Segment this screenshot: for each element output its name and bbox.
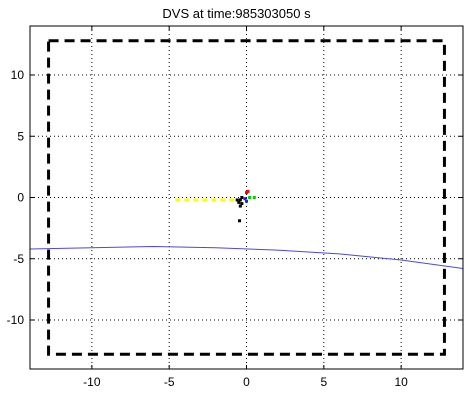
data-point [240, 196, 244, 199]
data-point [252, 196, 256, 199]
data-point [235, 198, 239, 202]
x-tick-label: 10 [394, 375, 408, 389]
x-tick-label: 5 [320, 375, 327, 389]
boundary-rectangle [47, 39, 446, 356]
data-point [238, 198, 242, 202]
x-tick-label: -5 [164, 375, 175, 389]
chart-title: DVS at time:985303050 s [162, 6, 311, 21]
y-tick-label: 5 [17, 129, 24, 143]
data-point [245, 191, 248, 195]
data-point [238, 204, 242, 208]
data-point [243, 197, 247, 201]
y-tick-label: -5 [13, 252, 24, 266]
data-point [246, 189, 250, 193]
data-layer [30, 39, 463, 356]
data-point [237, 200, 241, 204]
y-tick-label: 0 [17, 191, 24, 205]
y-tick-label: 10 [11, 68, 25, 82]
x-tick-label: 0 [243, 375, 250, 389]
data-point [245, 199, 248, 203]
data-point [248, 196, 252, 199]
y-tick-label: -10 [7, 313, 25, 327]
x-tick-label: -10 [83, 375, 101, 389]
data-point [238, 219, 242, 223]
trajectory-line [30, 245, 463, 270]
data-point [240, 202, 244, 206]
